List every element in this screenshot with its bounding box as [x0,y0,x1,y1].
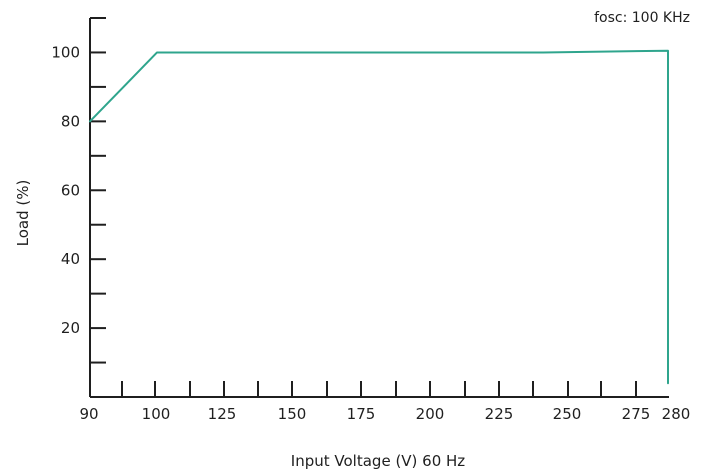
x-tick-label: 100 [142,405,171,423]
y-tick-label: 100 [51,43,80,61]
axes-layer [89,17,669,398]
x-tick-label: 90 [79,405,98,423]
x-tick-label: 125 [208,405,237,423]
x-tick-label: 225 [485,405,514,423]
x-tick-label: 150 [278,405,307,423]
x-tick-label: 200 [416,405,445,423]
y-tick-label: 20 [61,319,80,337]
x-tick-label: 280 [662,405,691,423]
load-line [89,49,669,385]
labels-layer: fosc: 100 KHz Input Voltage (V) 60 Hz Lo… [14,10,690,470]
x-tick-label: 175 [347,405,376,423]
y-tick-label: 40 [61,250,80,268]
y-tick-label: 60 [61,181,80,199]
y-axis-title: Load (%) [14,180,32,247]
x-tick-label: 250 [553,405,582,423]
x-tick-label: 275 [622,405,651,423]
x-axis-title: Input Voltage (V) 60 Hz [291,452,466,470]
series-layer [89,49,669,385]
y-tick-label: 80 [61,112,80,130]
frequency-annotation: fosc: 100 KHz [594,10,690,26]
